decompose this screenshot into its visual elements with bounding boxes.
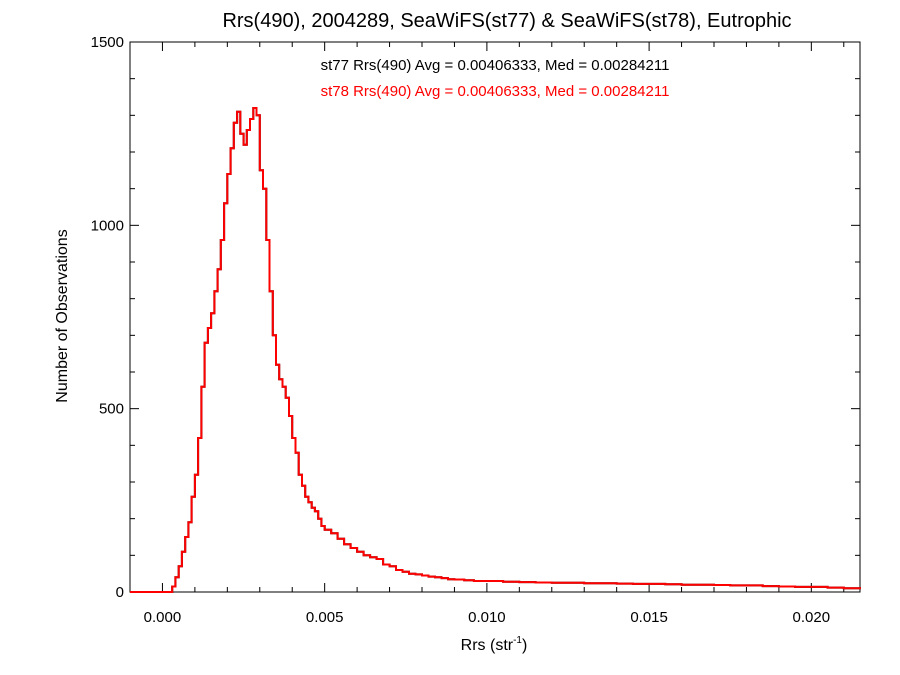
- series-st77: [130, 107, 861, 593]
- annotation-st78: st78 Rrs(490) Avg = 0.00406333, Med = 0.…: [321, 83, 670, 100]
- plot-frame: [129, 41, 861, 593]
- x-axis-label: Rrs (str-1): [461, 635, 528, 654]
- series-st78: [130, 107, 861, 593]
- annotation-st77: st77 Rrs(490) Avg = 0.00406333, Med = 0.…: [321, 57, 670, 74]
- x-tick-label: 0.020: [793, 609, 831, 626]
- y-tick-label: 1000: [91, 217, 124, 234]
- x-tick-label: 0.010: [468, 609, 506, 626]
- y-tick-label: 0: [116, 584, 124, 601]
- x-axis-ticks: 0.000 0.005 0.010 0.015 0.020: [144, 42, 845, 626]
- y-tick-label: 500: [99, 401, 124, 418]
- y-axis-ticks: 0 500 1000 1500: [91, 34, 860, 601]
- x-tick-label: 0.000: [144, 609, 182, 626]
- series-layer: [130, 107, 861, 593]
- x-tick-label: 0.015: [630, 609, 668, 626]
- x-tick-label: 0.005: [306, 609, 344, 626]
- y-axis-label: Number of Observations: [54, 229, 71, 402]
- chart-title: Rrs(490), 2004289, SeaWiFS(st77) & SeaWi…: [222, 10, 791, 32]
- y-tick-label: 1500: [91, 34, 124, 51]
